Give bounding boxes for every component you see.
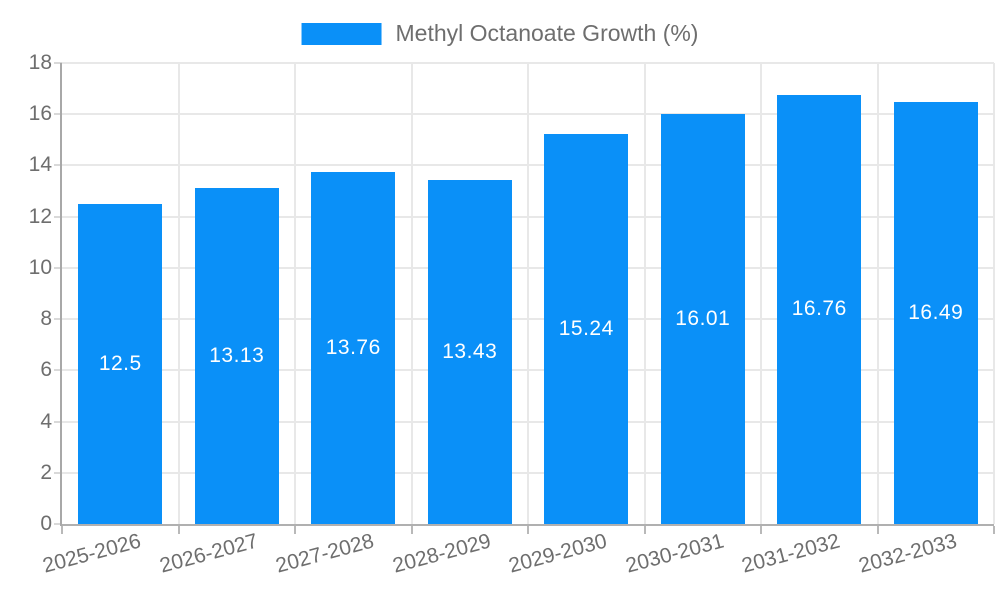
x-axis-tick: [643, 526, 646, 534]
y-axis-tick: [54, 420, 62, 423]
y-axis-tick-label: 8: [40, 307, 52, 331]
y-axis-tick: [54, 266, 62, 269]
v-gridline: [760, 63, 762, 524]
legend[interactable]: Methyl Octanoate Growth (%): [301, 20, 699, 47]
bar: 16.49: [893, 101, 978, 524]
y-axis-tick-label: 6: [40, 358, 52, 382]
bar-value-label: 13.13: [209, 343, 265, 367]
y-axis-tick: [54, 113, 62, 116]
x-axis-tick: [61, 526, 63, 534]
y-axis-tick-label: 0: [40, 512, 52, 535]
v-gridline: [294, 63, 296, 524]
x-axis-tick: [993, 526, 995, 534]
y-axis-tick: [54, 369, 62, 372]
v-gridline: [643, 63, 646, 524]
y-axis-tick-label: 2: [40, 460, 52, 484]
y-axis-tick: [54, 215, 62, 218]
x-axis-tick: [876, 526, 879, 534]
y-axis-tick: [54, 471, 62, 474]
bar-value-label: 12.5: [98, 351, 142, 375]
x-axis-label: 2028-2029: [390, 529, 494, 578]
x-axis-label: 2025-2026: [40, 529, 144, 578]
y-axis-tick: [54, 164, 62, 167]
bar: 16.76: [777, 94, 862, 524]
x-axis-tick: [177, 526, 180, 534]
y-axis-tick: [54, 318, 62, 321]
y-axis-tick-label: 14: [28, 153, 52, 177]
y-axis-tick-label: 10: [28, 255, 52, 279]
v-gridline: [527, 63, 529, 524]
x-axis-tick: [410, 526, 413, 534]
bar-value-label: 13.76: [325, 335, 381, 359]
x-axis-tick: [294, 526, 296, 534]
bar-value-label: 16.01: [675, 306, 731, 330]
bar: 16.01: [660, 113, 745, 524]
y-axis-tick: [54, 62, 62, 64]
x-axis-label: 2031-2032: [739, 529, 843, 578]
y-axis-tick: [54, 523, 62, 525]
x-axis-tick: [760, 526, 762, 534]
v-gridline: [410, 63, 413, 524]
legend-swatch: [301, 22, 382, 45]
bar: 13.76: [311, 171, 396, 524]
x-axis-label: 2030-2031: [623, 529, 727, 578]
legend-label: Methyl Octanoate Growth (%): [395, 20, 699, 46]
x-axis-tick: [527, 526, 529, 534]
x-axis-line: [62, 524, 994, 526]
bar: 12.5: [78, 203, 163, 524]
y-axis-tick-label: 16: [28, 102, 52, 126]
bar: 13.43: [427, 180, 512, 524]
x-axis-label: 2027-2028: [273, 529, 377, 578]
bar-value-label: 13.43: [442, 340, 498, 363]
y-axis-tick-label: 18: [28, 51, 52, 74]
x-axis-label: 2029-2030: [506, 529, 610, 578]
v-gridline: [177, 63, 180, 524]
y-axis-tick-label: 12: [28, 204, 52, 228]
y-axis-tick-label: 4: [40, 409, 52, 433]
bar: 13.13: [194, 187, 279, 524]
bar-value-label: 16.76: [791, 297, 847, 321]
y-axis-line: [60, 63, 62, 526]
v-gridline: [993, 63, 995, 524]
x-axis-label: 2026-2027: [157, 529, 261, 578]
x-axis-label: 2032-2033: [856, 529, 960, 578]
bar-value-label: 16.49: [908, 300, 964, 324]
bar: 15.24: [544, 133, 629, 524]
v-gridline: [876, 63, 879, 524]
bar-value-label: 15.24: [558, 316, 614, 340]
